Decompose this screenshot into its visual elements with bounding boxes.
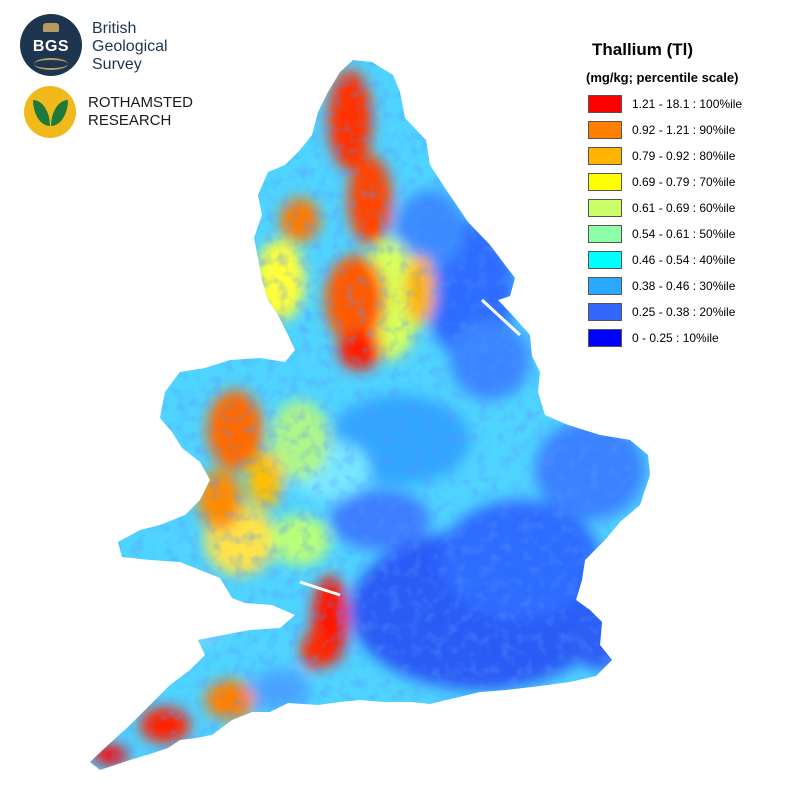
legend-swatch: [588, 95, 622, 113]
rothamsted-logo: ROTHAMSTED RESEARCH: [24, 86, 224, 142]
rothamsted-line-2: RESEARCH: [88, 112, 172, 129]
rothamsted-leaf-icon: [24, 86, 76, 138]
legend-swatch: [588, 303, 622, 321]
legend-swatch: [588, 199, 622, 217]
legend-label: 0.25 - 0.38 : 20%ile: [632, 305, 736, 319]
rothamsted-logo-text: ROTHAMSTED RESEARCH: [88, 94, 193, 130]
left-leaf-icon: [33, 100, 50, 126]
legend-label: 0.69 - 0.79 : 70%ile: [632, 175, 736, 189]
rothamsted-line-1: ROTHAMSTED: [88, 94, 193, 111]
legend-swatch: [588, 225, 622, 243]
bgs-line-1: British: [92, 20, 137, 37]
bgs-badge-text: BGS: [32, 38, 70, 55]
right-leaf-icon: [51, 100, 68, 126]
legend-item: 0.69 - 0.79 : 70%ile: [584, 169, 794, 195]
legend-item: 0.46 - 0.54 : 40%ile: [584, 247, 794, 273]
legend-swatch: [588, 147, 622, 165]
legend-subtitle: (mg/kg; percentile scale): [586, 70, 739, 85]
legend-item: 0.38 - 0.46 : 30%ile: [584, 273, 794, 299]
legend-label: 0.38 - 0.46 : 30%ile: [632, 279, 736, 293]
legend-label: 0.54 - 0.61 : 50%ile: [632, 227, 736, 241]
legend-item: 0.92 - 1.21 : 90%ile: [584, 117, 794, 143]
legend-label: 0 - 0.25 : 10%ile: [632, 331, 719, 345]
legend-label: 0.79 - 0.92 : 80%ile: [632, 149, 736, 163]
map-legend: Thallium (Tl) (mg/kg; percentile scale) …: [584, 40, 794, 351]
bgs-logo: BGS British Geological Survey: [20, 14, 220, 82]
waves-icon: [34, 58, 68, 70]
legend-swatch: [588, 251, 622, 269]
legend-item: 1.21 - 18.1 : 100%ile: [584, 91, 794, 117]
legend-title: Thallium (Tl): [592, 40, 694, 59]
legend-item: 0.54 - 0.61 : 50%ile: [584, 221, 794, 247]
bgs-badge-icon: BGS: [20, 14, 82, 76]
legend-label: 0.92 - 1.21 : 90%ile: [632, 123, 736, 137]
legend-swatch: [588, 329, 622, 347]
legend-swatch: [588, 121, 622, 139]
legend-item: 0.25 - 0.38 : 20%ile: [584, 299, 794, 325]
crown-icon: [43, 23, 59, 32]
legend-item: 0.61 - 0.69 : 60%ile: [584, 195, 794, 221]
bgs-line-3: Survey: [92, 56, 142, 73]
bgs-line-2: Geological: [92, 38, 168, 55]
legend-label: 1.21 - 18.1 : 100%ile: [632, 97, 743, 111]
legend-label: 0.61 - 0.69 : 60%ile: [632, 201, 736, 215]
legend-item: 0.79 - 0.92 : 80%ile: [584, 143, 794, 169]
legend-item: 0 - 0.25 : 10%ile: [584, 325, 794, 351]
legend-swatch: [588, 173, 622, 191]
bgs-logo-text: British Geological Survey: [92, 20, 168, 74]
legend-label: 0.46 - 0.54 : 40%ile: [632, 253, 736, 267]
legend-items: 1.21 - 18.1 : 100%ile 0.92 - 1.21 : 90%il…: [584, 91, 794, 351]
legend-swatch: [588, 277, 622, 295]
